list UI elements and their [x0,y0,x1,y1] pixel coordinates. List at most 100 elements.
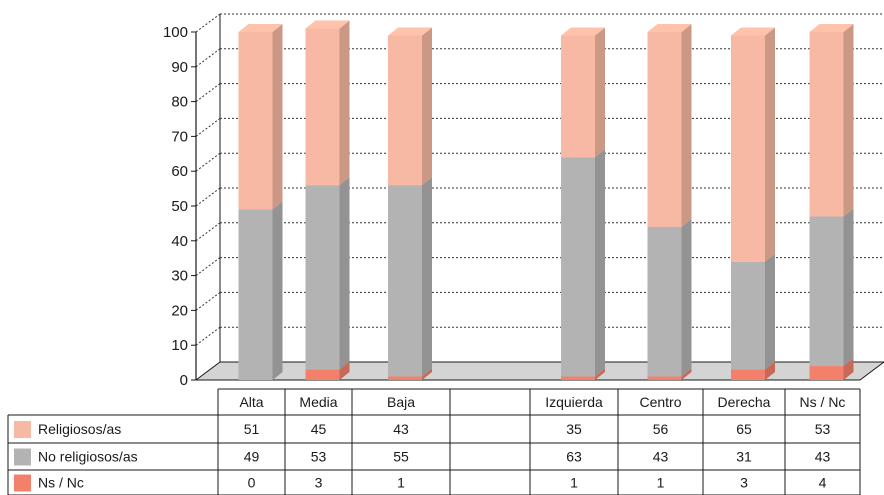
bar-side [595,27,605,158]
data-value: 43 [815,449,831,465]
data-value: 56 [653,421,669,437]
bar-front [305,185,340,370]
data-value: 3 [315,475,323,491]
bar-side [272,24,283,210]
data-table: Alta Media Baja Izquierda Centro Derecha Ns / … [7,388,861,495]
data-value: 1 [570,475,578,491]
bar-segment [809,208,854,367]
bar-segment [809,24,854,217]
table-grid [7,388,861,495]
bar-top [305,20,350,29]
legend-swatch [14,448,31,466]
category-label: Ns / Nc [800,394,846,410]
table-row: No religiosos/as 49 53 55 63 43 31 43 [14,448,831,466]
bar-front [238,209,273,380]
grid-diagonal [195,13,221,33]
bar-side [595,149,605,377]
legend-label: No religiosos/as [38,449,138,465]
bar-side [422,177,432,377]
data-value: 43 [653,449,669,465]
table-row: Ns / Nc 0 3 1 1 1 3 4 [14,474,827,492]
y-tick-label: 80 [171,94,188,111]
bar-front [731,369,765,380]
legend-label: Religiosos/as [38,421,121,437]
grid-diagonal [195,222,221,242]
bar-side [595,368,605,380]
y-axis: 0 10 20 30 40 50 60 70 80 90 100 [163,24,197,389]
y-tick-label: 0 [180,372,188,389]
data-value: 53 [815,421,831,437]
grid-diagonal [195,291,221,311]
grid-diagonal [195,48,221,68]
y-tick-label: 100 [163,24,188,41]
y-tick-label: 30 [171,268,188,285]
legend-label: Ns / Nc [38,475,84,491]
legend-swatch [14,421,31,438]
bar-front [561,157,595,377]
bar-front [561,376,595,380]
bar-front [647,376,682,380]
bar-side [843,358,854,380]
bar-front [388,35,422,186]
bar-segment [561,149,605,377]
bar-front [388,185,422,377]
bar-side [765,361,775,380]
category-label: Alta [239,394,263,410]
category-label: Baja [387,394,415,410]
bar-segment [561,27,605,158]
category-label: Derecha [718,394,771,410]
bar-segment [388,177,432,377]
floor-plane [194,361,884,381]
data-value: 35 [566,421,582,437]
bar-front [809,366,844,380]
grid-diagonal [195,326,221,346]
data-value: 31 [736,449,752,465]
bar-segment [647,218,692,377]
bar-top [647,24,692,32]
bar-side [339,361,350,380]
bar-side [765,253,775,370]
data-value: 65 [736,421,752,437]
legend-swatch [14,474,31,492]
bar-side [681,368,692,380]
table-row: Religiosos/as 51 45 43 35 56 65 53 [14,421,830,438]
bar-top [731,27,775,36]
y-tick-label: 90 [171,59,188,76]
bar-top [238,24,283,32]
category-label: Media [299,394,337,410]
data-value: 51 [244,421,260,437]
data-value: 63 [566,449,582,465]
bar-segment [388,27,432,186]
category-label: Izquierda [545,394,603,410]
bar-front [809,216,844,367]
data-value: 0 [248,475,256,491]
bar-segment [731,253,775,370]
bar-side [422,368,432,380]
bar-front [731,261,765,370]
grid-diagonal [195,187,221,207]
bar-side [422,27,432,186]
data-value: 55 [393,449,409,465]
chart-floor [194,361,884,381]
bar-segment [647,24,692,227]
data-value: 1 [657,475,665,491]
chart-wall [195,13,884,362]
bar-front [305,369,340,380]
y-tick-label: 40 [171,233,188,250]
bar-side [843,24,854,217]
bar-front [647,32,682,227]
bar-top [561,27,605,36]
y-tick-label: 60 [171,163,188,180]
category-label: Centro [639,394,681,410]
bar-side [765,27,775,262]
bar-front [809,32,844,217]
bar-front [388,376,422,380]
bar-side [339,177,350,370]
data-value: 43 [393,421,409,437]
bar-segment [238,201,283,380]
y-tick-label: 50 [171,198,188,215]
bar-top [809,24,854,32]
grid-diagonal [195,257,221,277]
bar-side [339,20,350,186]
